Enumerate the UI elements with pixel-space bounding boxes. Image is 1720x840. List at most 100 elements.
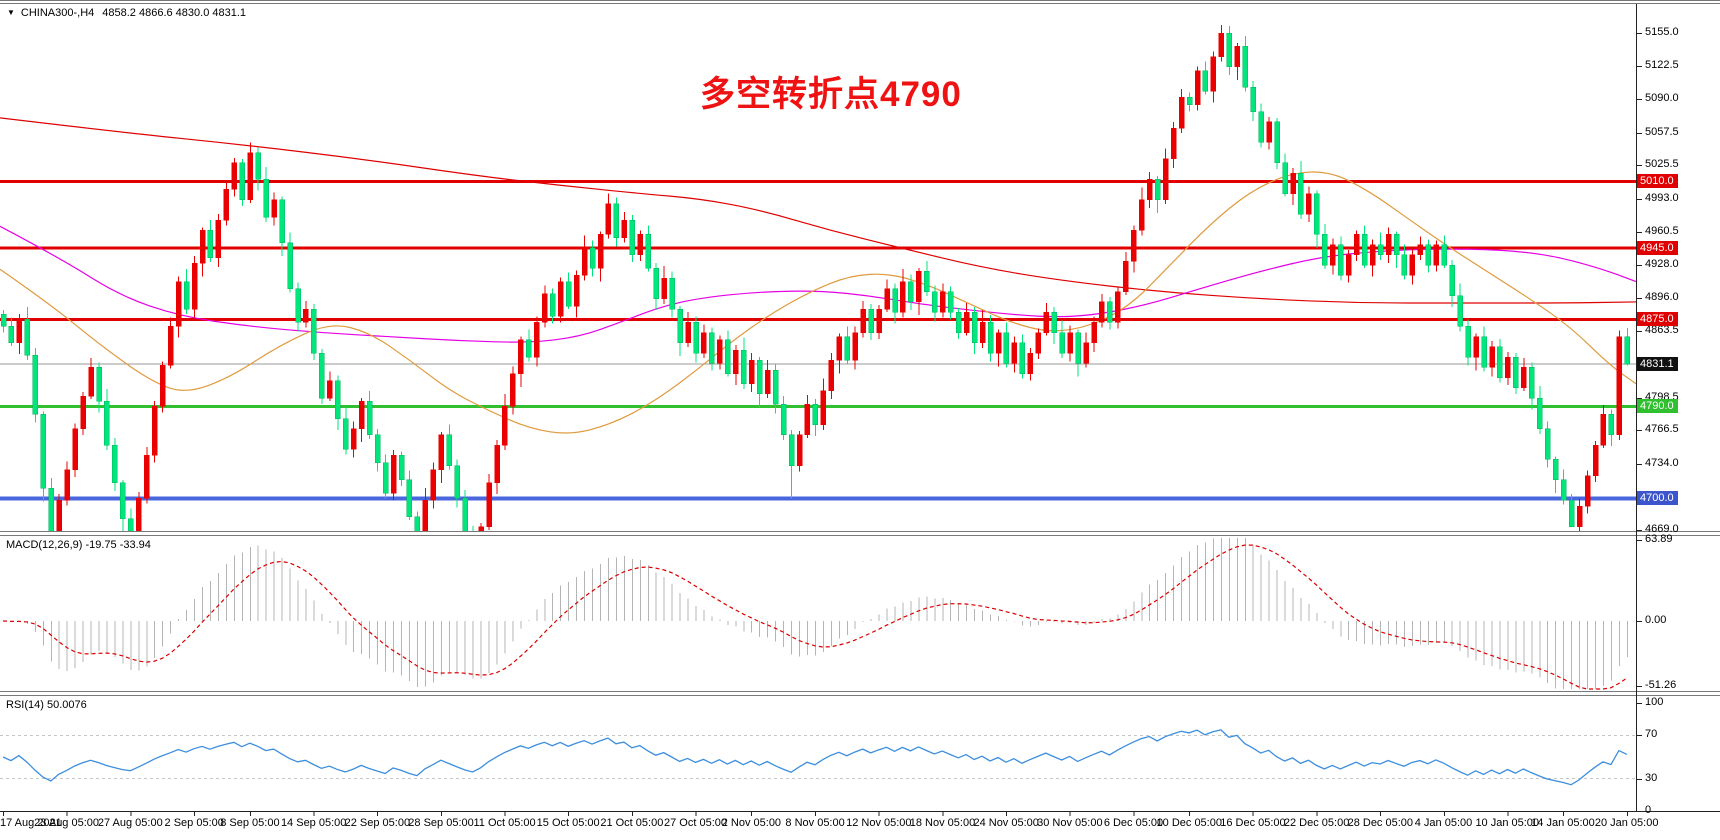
candle-body [629,219,636,256]
candle-body [987,322,994,354]
candle-body [287,242,293,289]
candle-body [1162,158,1169,200]
candle-body [96,367,102,402]
candle-body [1234,46,1241,67]
candle-body [542,293,548,323]
candle-body [239,162,246,200]
candle-body [215,219,222,259]
candle-body [828,359,835,392]
axis-tick [1636,66,1642,68]
candle-body [1115,291,1121,323]
candle-body [1011,342,1018,364]
candle-body [1202,70,1209,92]
candle-body [303,308,309,323]
candle-body [151,406,158,456]
candle-body [788,434,795,466]
candle-body [8,326,15,344]
time-axis-label: 16 Dec 05:00 [1220,817,1286,829]
candle-body [1529,367,1535,399]
candle-body [1330,244,1336,266]
candle-body [518,339,524,374]
candle-body [557,281,564,317]
candle-body [1624,336,1631,365]
candle-body [438,434,445,470]
symbol-title: CHINA300-,H4 [20,7,95,19]
candle-body [1250,86,1256,112]
time-axis-label: 20 Jan 05:00 [1594,817,1659,829]
time-axis-label: 8 Nov 05:00 [785,817,845,829]
price-axis-border [1636,4,1637,812]
candle-body [971,311,978,344]
candle-body [343,418,349,450]
candle-body [1258,111,1264,143]
candle-body [48,487,55,531]
axis-tick-label: 5025.5 [1645,158,1679,171]
candle-body [653,267,659,300]
candle-body [470,530,476,531]
candle-body [112,444,118,484]
time-axis-label: 24 Nov 05:00 [973,817,1039,829]
time-axis-label: 17 Aug 2021 [0,817,62,829]
time-axis-label: 21 Oct 05:00 [600,817,664,829]
panel-separator[interactable] [0,531,1720,536]
chevron-down-icon[interactable]: ▼ [7,8,15,17]
candle-body [701,332,707,354]
candle-body [1194,70,1201,105]
price-marker-label: 4945.0 [1637,240,1678,255]
rsi-line [2,729,1628,786]
candle-body [709,332,715,364]
axis-tick [1636,621,1642,622]
candle-body [502,406,508,446]
candle-body [510,373,516,407]
candle-body [1353,234,1360,256]
time-axis-label: 27 Aug 05:00 [97,817,163,829]
time-axis-label: 22 Sep 05:00 [344,817,411,829]
candle-body [175,281,182,327]
candle-body [382,462,389,494]
candle-body [478,526,484,531]
candle-body [772,370,779,405]
candle-body [271,199,277,218]
candle-body [16,319,23,344]
candle-body [1178,97,1185,129]
panel-separator[interactable] [0,691,1720,696]
axis-tick-label: 4993.0 [1645,191,1679,204]
candle-body [1465,326,1471,358]
candle-body [1019,342,1026,374]
candle-body [526,339,532,358]
candle-body [390,455,397,494]
candle-body [725,339,731,374]
candle-body [1266,121,1272,143]
axis-tick-label: 5090.0 [1645,92,1679,105]
candle-body [963,311,970,333]
candle-body [223,189,230,221]
time-axis-label: 11 Oct 05:00 [473,817,536,829]
axis-tick [1636,331,1642,333]
axis-tick-label: -51.26 [1645,678,1677,691]
candle-body [693,322,699,354]
candle-body [1345,254,1352,276]
candle-body [1099,301,1105,323]
candle-body [1560,479,1567,501]
candle-body [1123,260,1129,292]
candle-body [637,234,644,256]
candle-body [1433,244,1440,266]
candle-body [573,275,580,307]
candle-body [327,380,333,399]
rsi-panel[interactable] [0,729,1636,786]
macd-panel[interactable] [2,538,1628,690]
candle-body [852,332,858,361]
candle-body [1592,444,1599,477]
time-axis-label: 12 Nov 05:00 [846,817,912,829]
price-marker-label: 4831.1 [1637,357,1678,372]
candle-body [1170,127,1177,160]
candle-body [1139,199,1145,231]
candle-body [1425,244,1432,266]
candle-body [1473,336,1479,358]
candle-body [796,434,803,466]
candle-body [1274,121,1280,164]
axis-tick-label: 4669.0 [1645,523,1679,535]
price-panel[interactable] [0,24,1636,561]
candle-body [350,428,357,450]
